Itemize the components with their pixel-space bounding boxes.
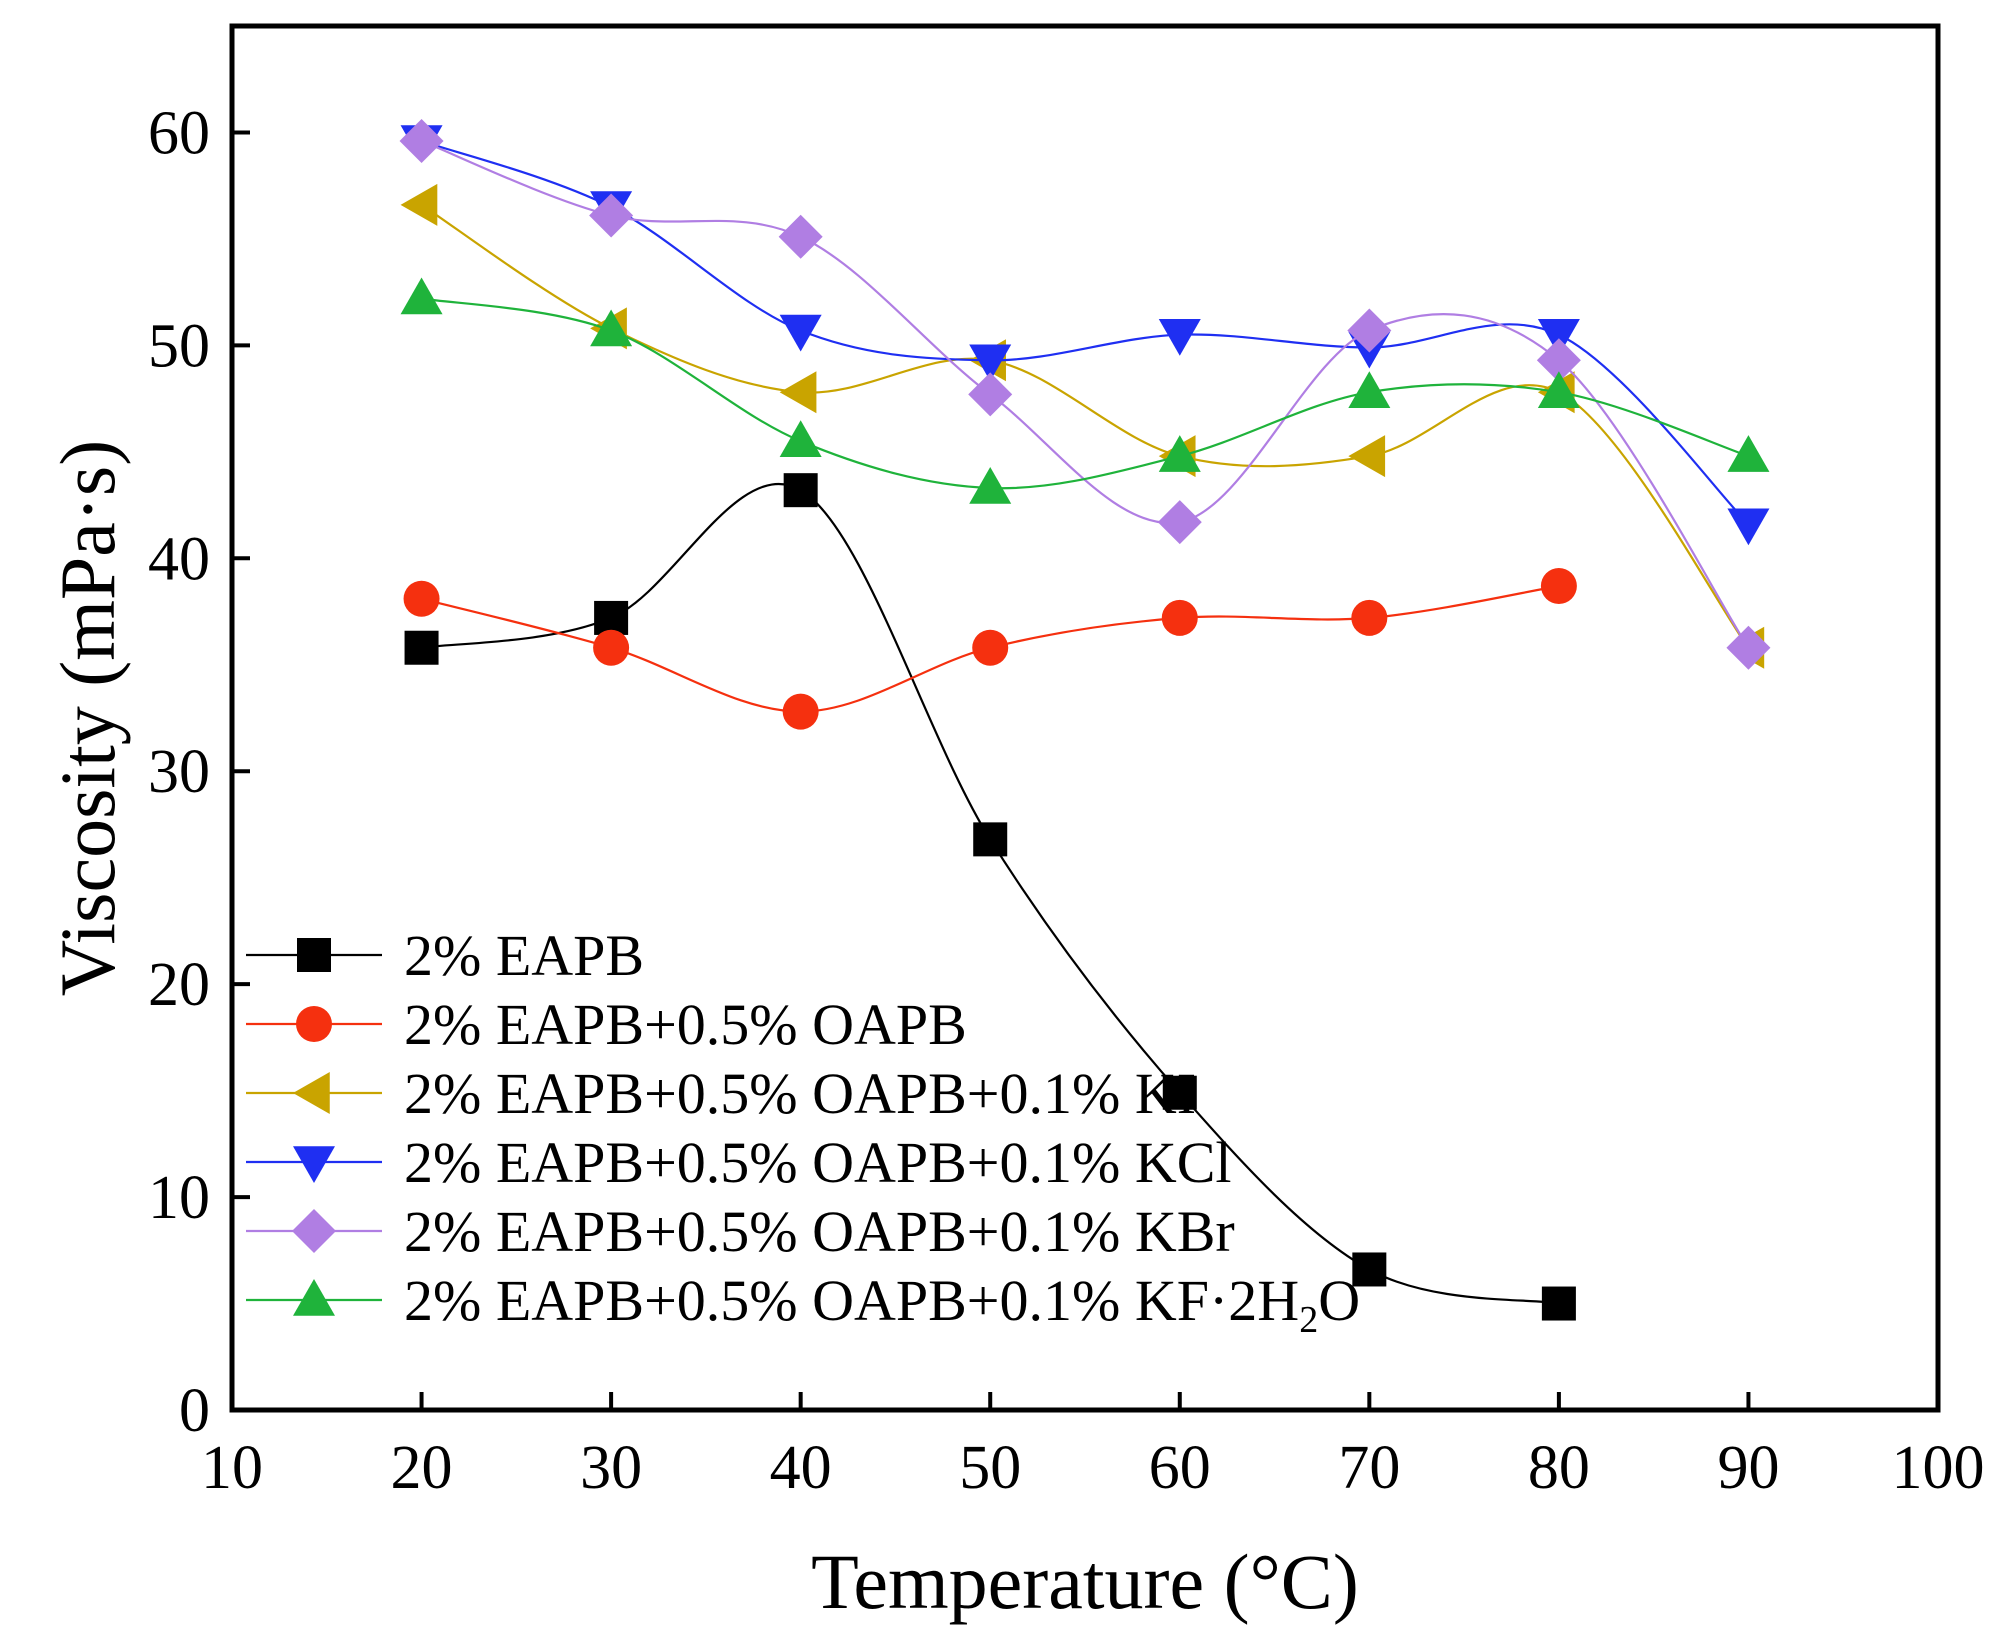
data-point-s2-x40	[779, 371, 817, 414]
series-2-eapb	[404, 473, 1576, 1321]
data-point-s3-x40	[779, 314, 822, 352]
data-point-s1-x70	[1351, 599, 1388, 636]
data-point-s0-x30	[594, 600, 629, 635]
data-point-s2-x20	[400, 183, 438, 226]
legend-label-text-0: 2% EAPB	[404, 923, 644, 988]
legend-label-text-4: 2% EAPB+0.5% OAPB+0.1% KBr	[404, 1199, 1235, 1264]
data-point-s5-x20	[400, 277, 443, 315]
data-point-s1-x30	[593, 629, 630, 666]
data-point-s0-x50	[973, 822, 1008, 857]
y-tick-label-40: 40	[148, 525, 210, 593]
legend-entry-3: 2% EAPB+0.5% OAPB+0.1% KCl	[246, 1130, 1232, 1195]
series-line-5	[421, 297, 1749, 490]
x-tick-label-70: 70	[1338, 1434, 1400, 1502]
series-2-eapb-0-5-oapb-0-1-kf-2h	[400, 277, 1770, 504]
legend-entry-1: 2% EAPB+0.5% OAPB	[246, 992, 967, 1057]
y-tick-label-60: 60	[148, 99, 210, 167]
legend-marker-4	[292, 1209, 336, 1253]
data-point-s0-x80	[1541, 1286, 1576, 1321]
legend-label-text-5: 2% EAPB+0.5% OAPB+0.1% KF·2H	[404, 1268, 1299, 1333]
legend-entry-2: 2% EAPB+0.5% OAPB+0.1% KI	[246, 1061, 1196, 1126]
x-tick-label-20: 20	[391, 1434, 453, 1502]
data-point-s5-x30	[590, 309, 633, 347]
legend-marker-2	[293, 1072, 330, 1114]
y-tick-label-50: 50	[148, 312, 210, 380]
plot-frame	[229, 23, 1941, 1413]
y-tick-label-0: 0	[179, 1377, 210, 1445]
series-2-eapb-0-5-oapb-0-1-kbr	[399, 118, 1771, 670]
data-point-s5-x90	[1727, 435, 1770, 472]
data-point-s4-x70	[1347, 308, 1392, 353]
legend-entry-4: 2% EAPB+0.5% OAPB+0.1% KBr	[246, 1199, 1235, 1264]
data-point-s0-x20	[404, 630, 439, 665]
data-point-s4-x30	[589, 193, 634, 238]
x-tick-label-80: 80	[1528, 1434, 1590, 1502]
legend-label-text-2: 2% EAPB+0.5% OAPB+0.1% KI	[404, 1061, 1196, 1126]
data-point-s0-x70	[1352, 1252, 1387, 1287]
legend-label-2: 2% EAPB+0.5% OAPB+0.1% KI	[404, 1061, 1196, 1126]
legend-label-text-1: 2% EAPB+0.5% OAPB	[404, 992, 967, 1057]
legend-marker-5	[293, 1279, 335, 1316]
legend-marker-1	[296, 1006, 332, 1042]
legend-label-text-3: 2% EAPB+0.5% OAPB+0.1% KCl	[404, 1130, 1232, 1195]
data-point-s4-x60	[1157, 500, 1202, 545]
x-tick-label-90: 90	[1717, 1434, 1779, 1502]
data-point-s5-x50	[969, 467, 1012, 504]
data-point-s0-x60	[1162, 1075, 1197, 1110]
data-point-s5-x40	[779, 420, 822, 457]
x-tick-label-50: 50	[959, 1434, 1021, 1502]
y-tick-label-30: 30	[148, 738, 210, 806]
x-tick-label-100: 100	[1892, 1434, 1985, 1502]
y-tick-label-10: 10	[148, 1164, 210, 1232]
legend-label-1: 2% EAPB+0.5% OAPB	[404, 992, 967, 1057]
data-point-s3-x80	[1537, 318, 1580, 356]
data-point-s1-x80	[1540, 567, 1577, 604]
legend-entry-5: 2% EAPB+0.5% OAPB+0.1% KF·2H2O	[246, 1268, 1360, 1341]
legend-label-0: 2% EAPB	[404, 923, 644, 988]
data-point-s4-x80	[1536, 338, 1581, 383]
data-point-s5-x70	[1348, 371, 1391, 408]
data-point-s1-x60	[1161, 599, 1198, 636]
data-point-s4-x90	[1726, 625, 1771, 670]
data-point-s5-x60	[1158, 435, 1201, 472]
data-point-s4-x40	[778, 214, 823, 259]
x-tick-label-30: 30	[580, 1434, 642, 1502]
y-axis-title: Viscosity (mPa·s)	[44, 440, 131, 996]
data-point-s3-x90	[1727, 508, 1770, 546]
data-point-s5-x80	[1537, 371, 1580, 408]
series-layer	[399, 118, 1771, 1321]
legend-label-4: 2% EAPB+0.5% OAPB+0.1% KBr	[404, 1199, 1235, 1264]
data-point-s1-x40	[782, 693, 819, 730]
data-point-s0-x40	[783, 473, 818, 508]
legend-label-3: 2% EAPB+0.5% OAPB+0.1% KCl	[404, 1130, 1232, 1195]
data-point-s1-x20	[403, 580, 440, 617]
data-point-s4-x50	[968, 372, 1013, 417]
x-tick-label-40: 40	[770, 1434, 832, 1502]
data-point-s3-x60	[1158, 318, 1201, 356]
legend-marker-3	[293, 1146, 335, 1183]
x-tick-label-10: 10	[201, 1434, 263, 1502]
y-tick-label-20: 20	[148, 951, 210, 1019]
data-point-s2-x70	[1348, 435, 1386, 478]
data-point-s3-x50	[969, 344, 1012, 382]
x-axis-title: Temperature (°C)	[811, 1538, 1359, 1625]
legend-entry-0: 2% EAPB	[246, 923, 644, 988]
data-point-s4-x20	[399, 118, 444, 163]
x-tick-label-60: 60	[1149, 1434, 1211, 1502]
legend-label-5: 2% EAPB+0.5% OAPB+0.1% KF·2H2O	[404, 1268, 1360, 1341]
legend-label-subscript-5: 2	[1299, 1299, 1318, 1341]
data-point-s1-x50	[972, 629, 1009, 666]
legend-label-suffix-5: O	[1318, 1268, 1360, 1333]
series-2-eapb-0-5-oapb	[403, 567, 1577, 730]
legend-marker-0	[297, 938, 331, 972]
